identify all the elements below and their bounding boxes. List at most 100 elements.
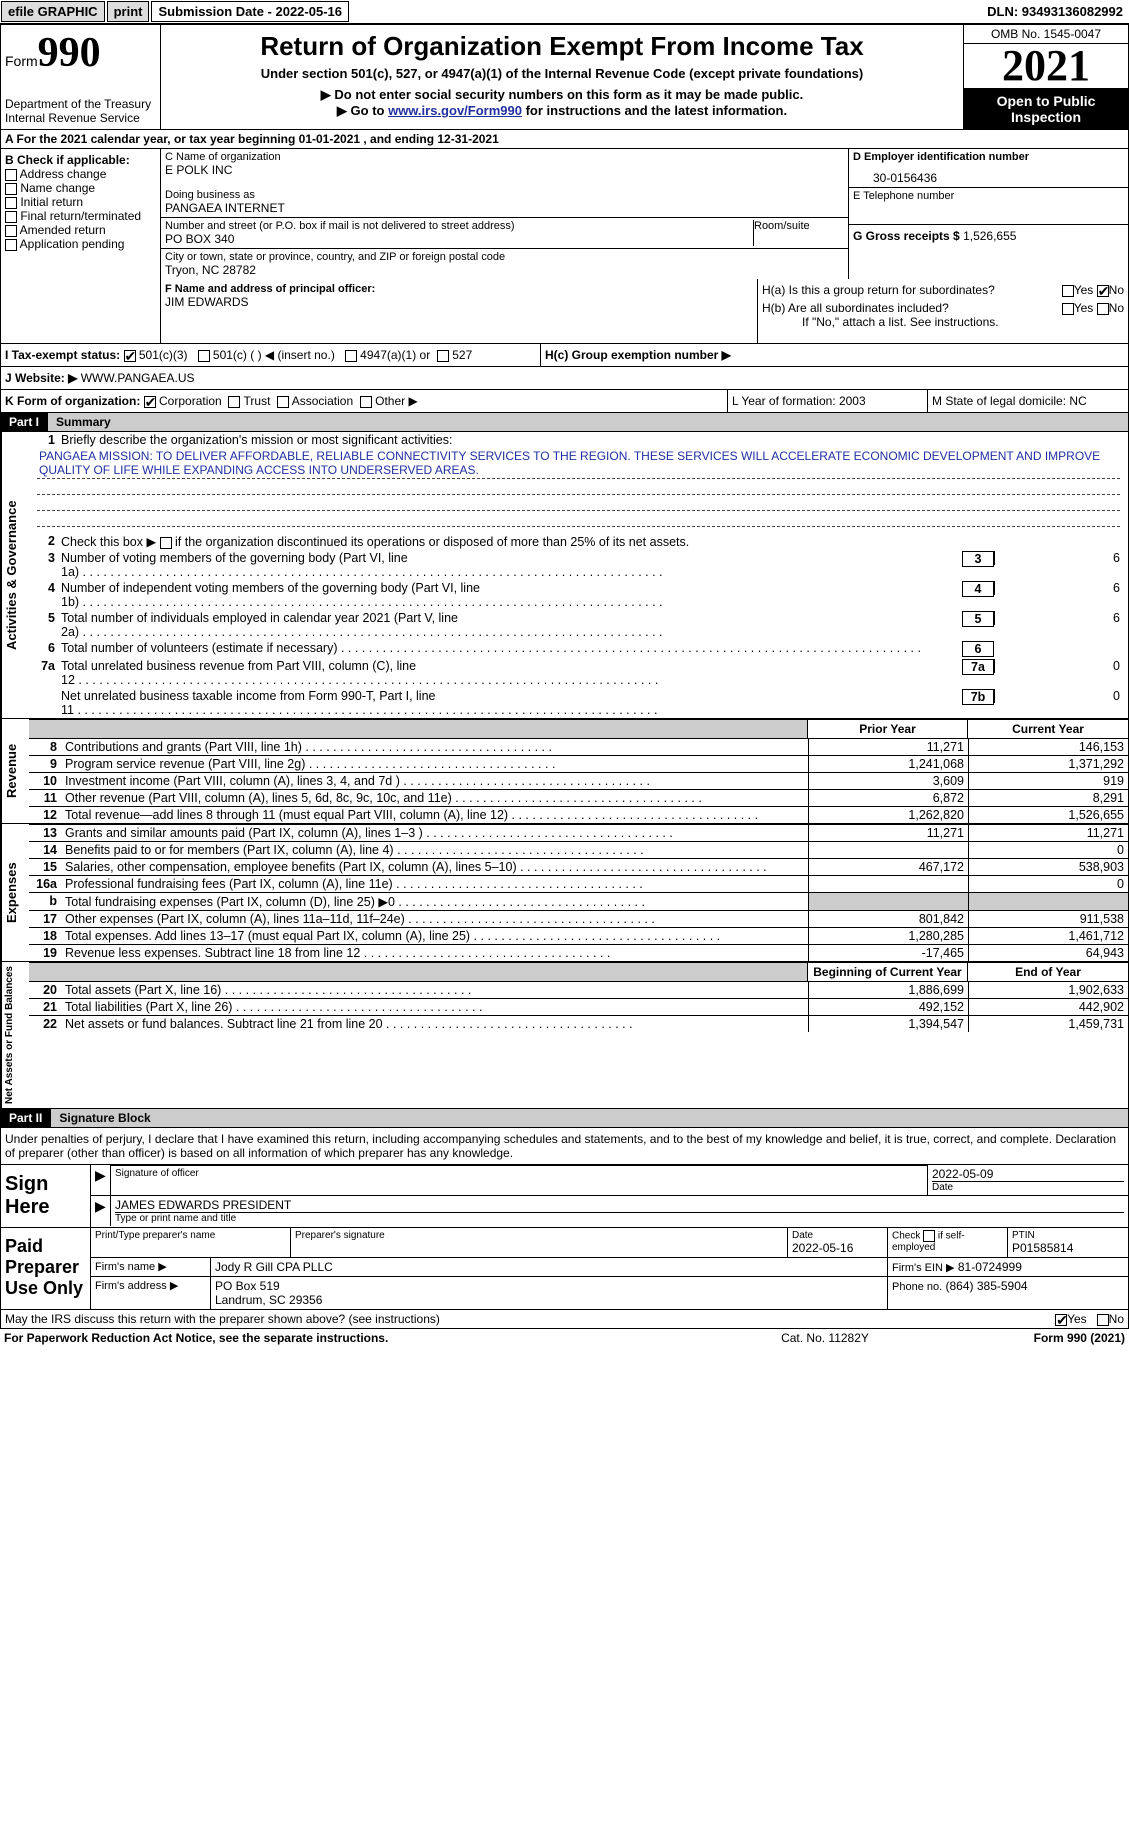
discuss-no[interactable] (1097, 1314, 1109, 1326)
table-row: 10Investment income (Part VIII, column (… (29, 772, 1128, 789)
chk-initial-return[interactable] (5, 197, 17, 209)
chk-label-4: Amended return (20, 223, 106, 237)
footer-left: For Paperwork Reduction Act Notice, see … (4, 1331, 725, 1345)
table-row: 12Total revenue—add lines 8 through 11 (… (29, 806, 1128, 823)
sign-here-label: Sign Here (1, 1165, 91, 1227)
chk-trust[interactable] (228, 396, 240, 408)
l3: Number of voting members of the governin… (61, 551, 962, 579)
l7av: 0 (994, 659, 1124, 673)
part-1-title: Summary (47, 413, 1128, 431)
l6: Total number of volunteers (estimate if … (61, 641, 962, 655)
org-name: E POLK INC (165, 163, 844, 177)
chk-final-return[interactable] (5, 211, 17, 223)
sig-officer-label: Signature of officer (115, 1168, 923, 1179)
footer-right: Form 990 (2021) (925, 1331, 1125, 1345)
phone: (864) 385-5904 (946, 1279, 1028, 1293)
table-row: 22Net assets or fund balances. Subtract … (29, 1015, 1128, 1032)
tax-year: 2021 (964, 44, 1128, 89)
chk-501c3[interactable] (124, 350, 136, 362)
ptin: P01585814 (1012, 1241, 1124, 1255)
firm-ein: 81-0724999 (958, 1260, 1022, 1274)
chk-name-change[interactable] (5, 183, 17, 195)
chk-527[interactable] (437, 350, 449, 362)
officer-name: JIM EDWARDS (165, 295, 753, 309)
j-label: J Website: ▶ (5, 371, 77, 385)
ha-no[interactable] (1097, 285, 1109, 297)
chk-assoc[interactable] (277, 396, 289, 408)
chk-app-pending[interactable] (5, 239, 17, 251)
irs-label: Internal Revenue Service (5, 111, 156, 125)
col-current: Current Year (968, 720, 1128, 738)
table-row: 14Benefits paid to or for members (Part … (29, 841, 1128, 858)
col-begin: Beginning of Current Year (808, 963, 968, 981)
chk-other[interactable] (360, 396, 372, 408)
dba-label: Doing business as (165, 189, 844, 201)
col-prior: Prior Year (808, 720, 968, 738)
hb-no[interactable] (1097, 303, 1109, 315)
footer-cat: Cat. No. 11282Y (725, 1331, 925, 1345)
f-label: F Name and address of principal officer: (165, 283, 753, 295)
addr: PO BOX 340 (165, 232, 753, 246)
table-row: 16aProfessional fundraising fees (Part I… (29, 875, 1128, 892)
l3v: 6 (994, 551, 1124, 565)
phone-label: Phone no. (892, 1281, 942, 1293)
l7a: Total unrelated business revenue from Pa… (61, 659, 962, 687)
table-row: bTotal fundraising expenses (Part IX, co… (29, 892, 1128, 910)
open-inspection: Open to Public Inspection (964, 89, 1128, 129)
mission-text: PANGAEA MISSION: TO DELIVER AFFORDABLE, … (37, 448, 1120, 479)
g-val: 1,526,655 (963, 229, 1016, 243)
city: Tryon, NC 28782 (165, 263, 844, 277)
k-label: K Form of organization: (5, 394, 140, 408)
chk-4947[interactable] (345, 350, 357, 362)
ptin-label: PTIN (1012, 1230, 1124, 1241)
col-b-label: B Check if applicable: (5, 153, 156, 167)
table-row: 8Contributions and grants (Part VIII, li… (29, 738, 1128, 755)
dba-name: PANGAEA INTERNET (165, 201, 844, 215)
side-revenue: Revenue (1, 719, 29, 823)
firm-name: Jody R Gill CPA PLLC (211, 1258, 888, 1276)
note-2-post: for instructions and the latest informat… (522, 103, 787, 118)
chk-label-1: Name change (20, 181, 95, 195)
city-label: City or town, state or province, country… (165, 251, 844, 263)
print-button[interactable]: print (107, 1, 150, 22)
hb-note: If "No," attach a list. See instructions… (762, 315, 1124, 329)
table-row: 20Total assets (Part X, line 16) . . . .… (29, 981, 1128, 998)
side-expenses: Expenses (1, 824, 29, 961)
chk-amended-return[interactable] (5, 225, 17, 237)
chk-self-employed[interactable] (923, 1230, 935, 1242)
chk-label-2: Initial return (20, 195, 83, 209)
chk-corp[interactable] (144, 396, 156, 408)
g-label: G Gross receipts $ (853, 229, 960, 243)
l5: Total number of individuals employed in … (61, 611, 962, 639)
firm-addr-label: Firm's address ▶ (91, 1277, 211, 1309)
ha-yes[interactable] (1062, 285, 1074, 297)
note-2-pre: ▶ Go to (337, 103, 388, 118)
table-row: 19Revenue less expenses. Subtract line 1… (29, 944, 1128, 961)
i-label: I Tax-exempt status: (5, 348, 120, 362)
table-row: 18Total expenses. Add lines 13–17 (must … (29, 927, 1128, 944)
discuss-q: May the IRS discuss this return with the… (5, 1312, 1055, 1326)
pt-date: 2022-05-16 (792, 1241, 883, 1255)
m-state: M State of legal domicile: NC (928, 390, 1128, 412)
date-label: Date (932, 1181, 1124, 1193)
irs-link[interactable]: www.irs.gov/Form990 (388, 103, 522, 118)
firm-ein-label: Firm's EIN ▶ (892, 1262, 955, 1274)
table-row: 17Other expenses (Part IX, column (A), l… (29, 910, 1128, 927)
l5v: 6 (994, 611, 1124, 625)
chk-501c[interactable] (198, 350, 210, 362)
chk-discontinued[interactable] (160, 537, 172, 549)
discuss-yes[interactable] (1055, 1314, 1067, 1326)
page-title: Return of Organization Exempt From Incom… (169, 31, 955, 62)
col-end: End of Year (968, 963, 1128, 981)
l4v: 6 (994, 581, 1124, 595)
website: WWW.PANGAEA.US (81, 371, 195, 385)
chk-address-change[interactable] (5, 169, 17, 181)
e-label: E Telephone number (853, 190, 1124, 202)
dln-label: DLN: 93493136082992 (987, 4, 1129, 19)
form-number: 990 (38, 30, 101, 76)
firm-addr2: Landrum, SC 29356 (215, 1293, 883, 1307)
l-year: L Year of formation: 2003 (728, 390, 928, 412)
arrow-icon: ▶ (95, 1167, 106, 1183)
hb-yes[interactable] (1062, 303, 1074, 315)
chk-label-3: Final return/terminated (20, 209, 141, 223)
